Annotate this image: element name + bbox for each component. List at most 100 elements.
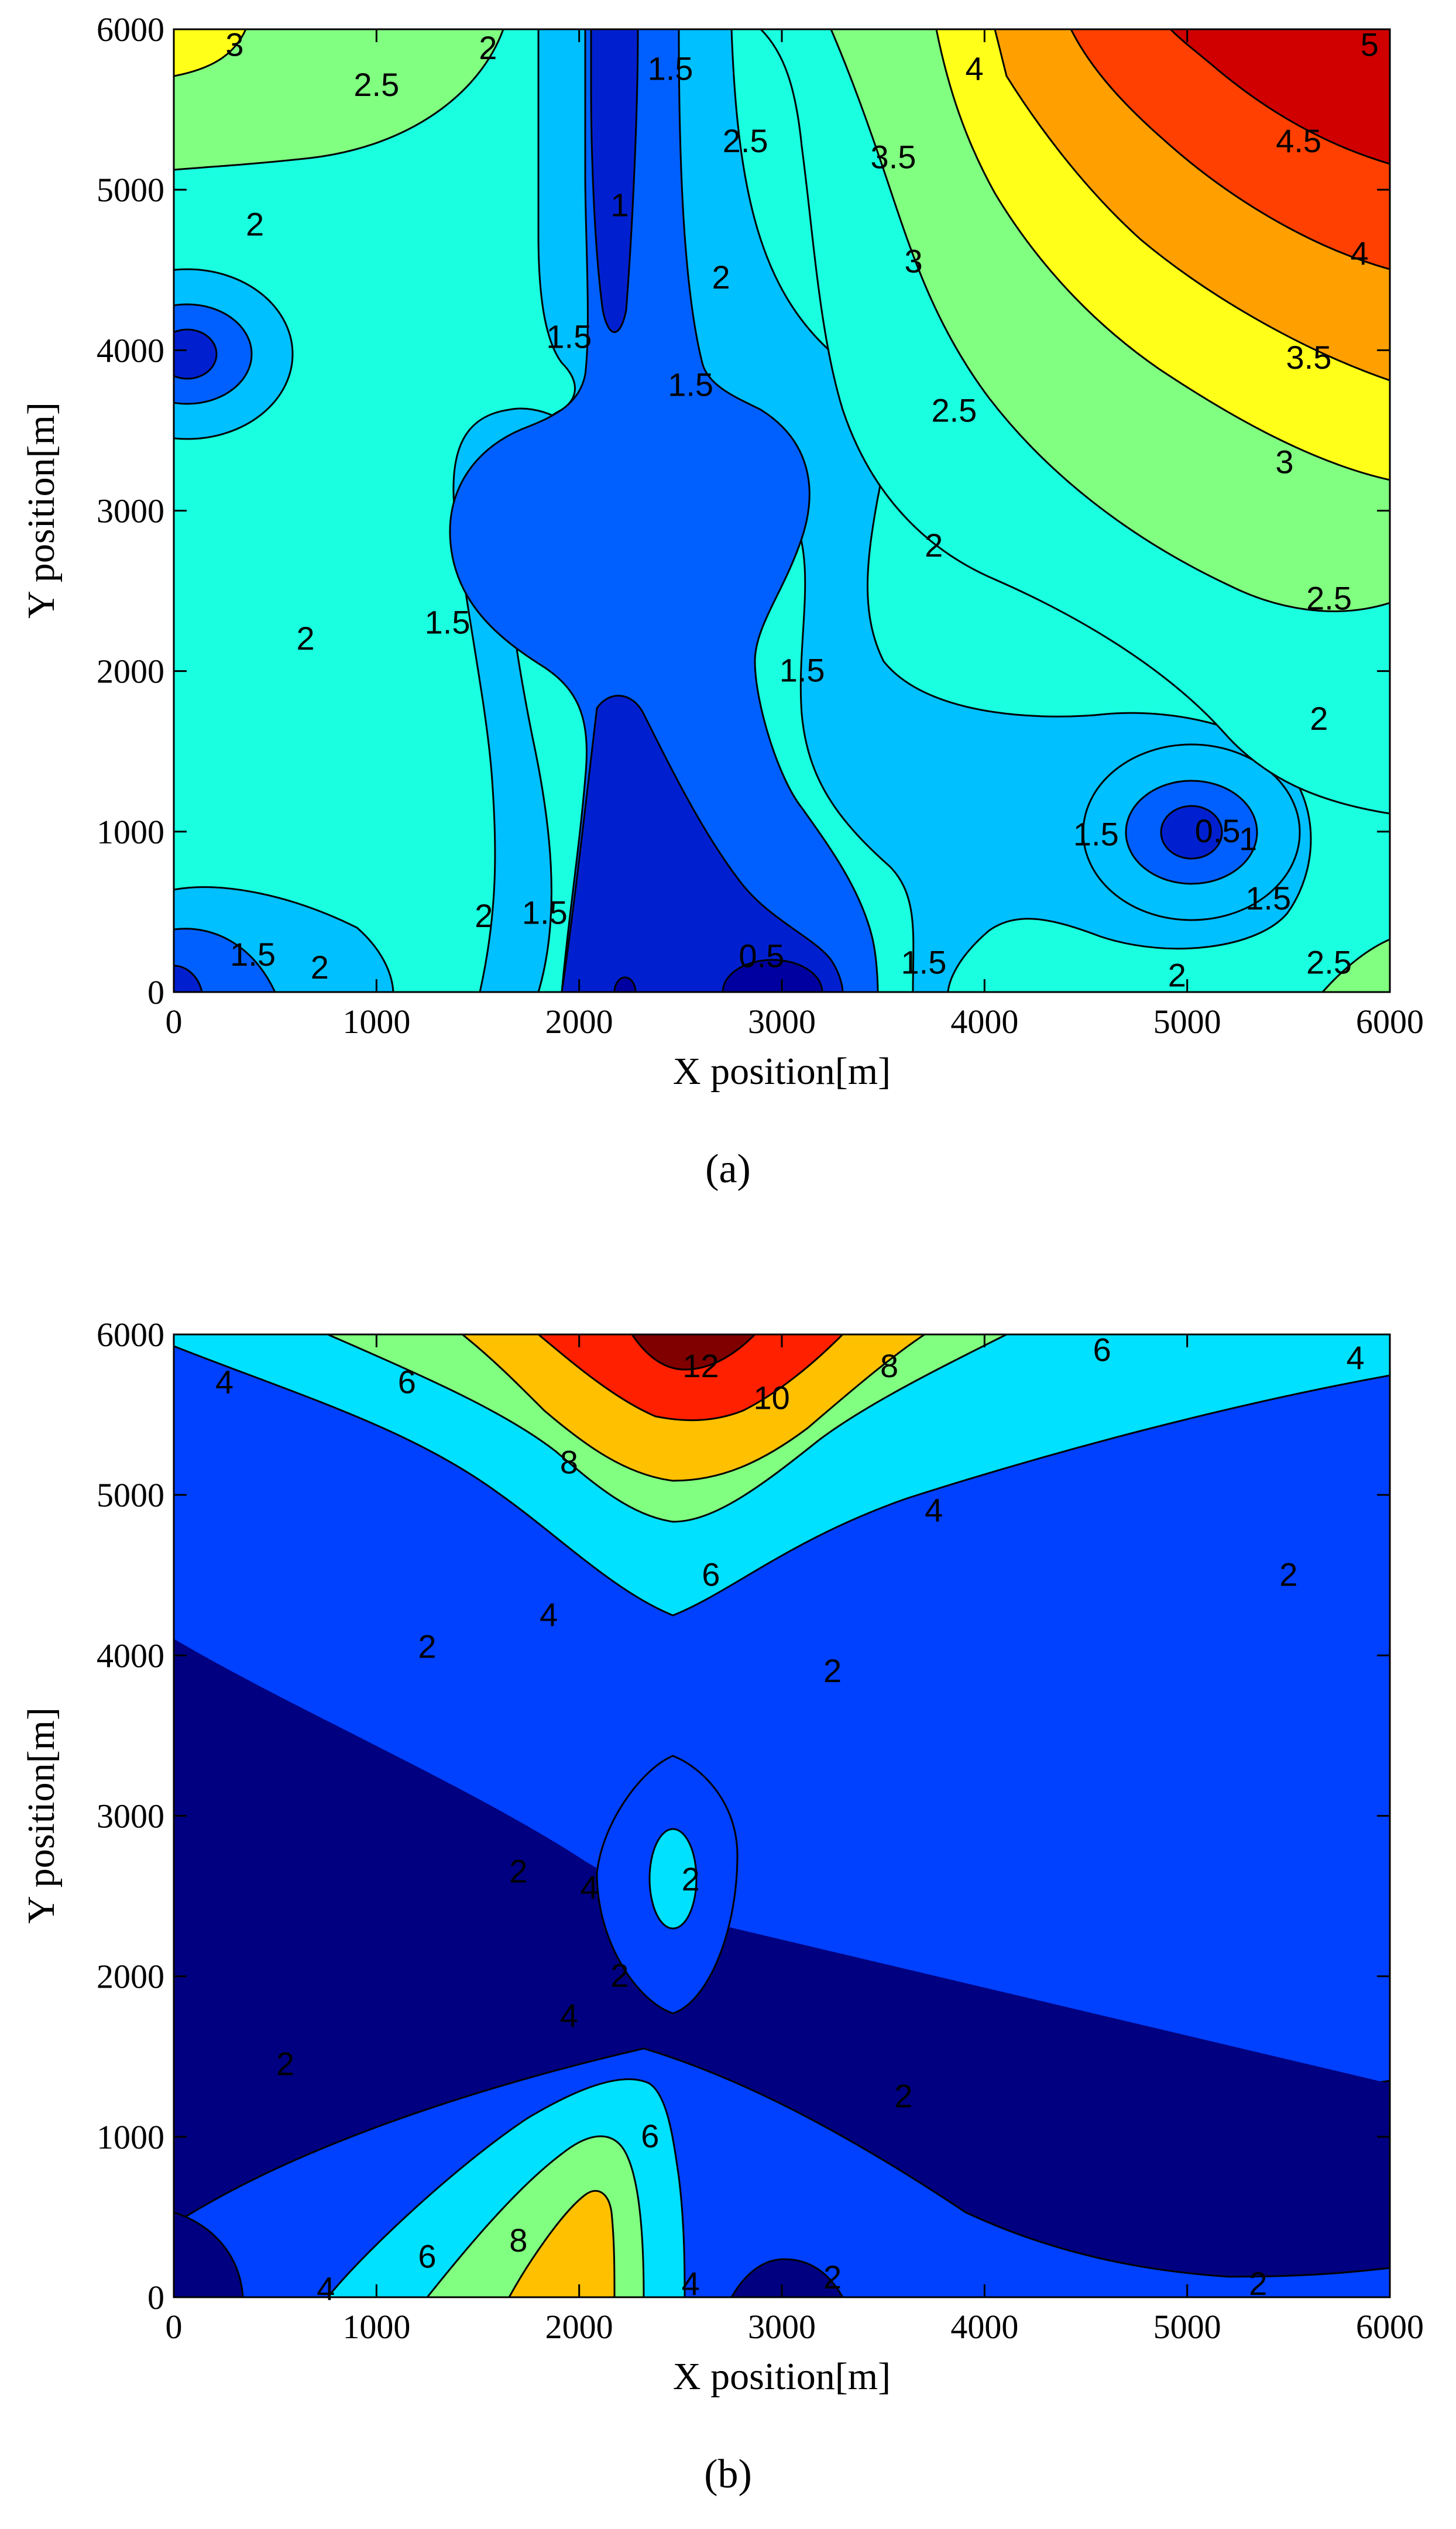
- x-tick-label: 4000: [950, 2308, 1018, 2346]
- contour-level-label: 1.5: [779, 652, 825, 689]
- contour-level-label: 2: [246, 205, 264, 242]
- contour-level-label: 5: [1361, 26, 1379, 63]
- y-tick-label: 5000: [97, 171, 164, 209]
- y-ticks-b: 0 1000 2000 3000 4000 5000 6000: [97, 1316, 1390, 2317]
- contour-level-label: 3: [1275, 443, 1293, 480]
- x-axis-label-b: X position[m]: [673, 2355, 891, 2398]
- y-tick-label: 2000: [97, 1958, 164, 1996]
- contour-level-label: 2: [823, 2259, 842, 2295]
- contour-level-label: 2: [925, 527, 943, 564]
- panel-a: 3 2.5 2 1.5 2.5 4 4.5 5 3.5 1 2 3 2 4 1.5 3.5 1.5 2.5 3 2 2.…: [20, 11, 1424, 1192]
- contour-level-label: 2: [1279, 1556, 1297, 1593]
- y-ticks-a: 0 1000 2000 3000 4000 5000 6000: [97, 11, 1390, 1011]
- contour-level-label: 6: [1093, 1331, 1111, 1368]
- contour-level-label: 2.5: [1306, 579, 1352, 616]
- contour-level-label: 2.5: [931, 392, 977, 429]
- contour-fill-b: [174, 1334, 1390, 2297]
- x-tick-label: 1000: [342, 1003, 410, 1041]
- contour-labels-a: 3 2.5 2 1.5 2.5 4 4.5 5 3.5 1 2 3 2 4 1.5 3.5 1.5 2.5 3 2 2.…: [225, 26, 1379, 993]
- contour-level-label: 1.5: [522, 894, 568, 931]
- x-tick-label: 5000: [1153, 1003, 1221, 1041]
- y-tick-label: 5000: [97, 1476, 164, 1514]
- contour-level-label: 8: [560, 1443, 578, 1480]
- contour-level-label: 2: [1249, 2265, 1267, 2302]
- contour-level-label: 1.5: [546, 318, 592, 355]
- contour-level-label: 2: [297, 620, 315, 657]
- x-tick-label: 3000: [748, 2308, 816, 2346]
- y-tick-label: 4000: [97, 1636, 164, 1674]
- contour-level-label: 2: [712, 259, 730, 296]
- contour-level-label: 0.5: [739, 938, 784, 974]
- x-tick-label: 5000: [1153, 2308, 1221, 2346]
- contour-level-label: 2.5: [723, 122, 768, 159]
- contour-level-label: 4: [682, 2265, 700, 2302]
- y-tick-label: 4000: [97, 331, 164, 369]
- contour-level-label: 3: [225, 26, 243, 63]
- contour-level-label: 4: [965, 50, 983, 87]
- x-tick-label: 2000: [545, 1003, 613, 1041]
- y-axis-label-b: Y position[m]: [20, 1707, 63, 1924]
- contour-level-label: 1.5: [425, 603, 471, 640]
- y-tick-label: 3000: [97, 1797, 164, 1835]
- contour-level-label: 2.5: [1306, 944, 1352, 981]
- contour-level-label: 2: [418, 1628, 436, 1665]
- caption-a: (a): [705, 1147, 751, 1192]
- contour-level-label: 2: [823, 1652, 842, 1689]
- contour-level-label: 2: [894, 2077, 912, 2114]
- contour-level-label: 2: [1310, 700, 1328, 737]
- contour-level-label: 6: [641, 2118, 659, 2154]
- contour-level-label: 4: [317, 2270, 335, 2307]
- contour-level-label: 4: [1347, 1339, 1365, 1376]
- contour-level-label: 3: [905, 243, 923, 280]
- contour-level-label: 1.5: [901, 944, 947, 981]
- contour-level-label: 2: [1168, 957, 1186, 994]
- contour-level-label: 2: [682, 1861, 700, 1897]
- contour-level-label: 6: [418, 2238, 436, 2274]
- caption-b: (b): [704, 2452, 752, 2497]
- x-axis-label-a: X position[m]: [673, 1050, 891, 1093]
- y-tick-label: 0: [147, 973, 164, 1011]
- contour-level-label: 2: [509, 1852, 527, 1889]
- contour-level-label: 6: [398, 1363, 416, 1400]
- contour-level-label: 1.5: [230, 936, 276, 973]
- contour-level-label: 4: [925, 1492, 943, 1529]
- x-tick-label: 2000: [545, 2308, 613, 2346]
- contour-level-label: 8: [509, 2222, 527, 2259]
- contour-level-label: 2: [311, 949, 329, 986]
- contour-level-label: 4: [1350, 235, 1368, 272]
- x-tick-label: 0: [166, 2308, 183, 2346]
- contour-level-label: 6: [702, 1556, 720, 1593]
- contour-level-label: 8: [880, 1347, 898, 1384]
- contour-level-label: 4.5: [1276, 122, 1321, 159]
- contour-level-label: 1.5: [668, 366, 713, 403]
- y-tick-label: 6000: [97, 11, 164, 49]
- x-tick-label: 3000: [748, 1003, 816, 1041]
- y-tick-label: 2000: [97, 653, 164, 691]
- x-tick-label: 6000: [1356, 2308, 1424, 2346]
- y-tick-label: 1000: [97, 813, 164, 851]
- contour-level-label: 2: [475, 897, 493, 934]
- contour-level-label: 1.5: [1073, 815, 1119, 852]
- x-tick-label: 4000: [950, 1003, 1018, 1041]
- contour-level-label: 4: [540, 1596, 558, 1633]
- contour-level-label: 2: [610, 1957, 629, 1994]
- contour-level-label: 2: [276, 2045, 294, 2082]
- x-ticks-b: 0 1000 2000 3000 4000 5000 6000: [166, 1334, 1424, 2346]
- contour-level-label: 10: [754, 1380, 790, 1416]
- contour-level-label: 4: [215, 1363, 233, 1400]
- contour-level-label: 2.5: [353, 66, 399, 103]
- contour-level-label: 1.5: [1245, 880, 1291, 917]
- x-tick-label: 1000: [342, 2308, 410, 2346]
- contour-fill-a: [174, 29, 1390, 992]
- y-axis-label-a: Y position[m]: [20, 402, 63, 619]
- contour-level-label: 12: [682, 1347, 719, 1384]
- y-tick-label: 6000: [97, 1316, 164, 1354]
- contour-level-label: 1: [1239, 821, 1257, 857]
- contour-level-label: 4: [560, 1997, 578, 2034]
- contour-level-label: 3.5: [871, 138, 916, 175]
- contour-level-label: 0.5: [1195, 812, 1241, 849]
- y-tick-label: 1000: [97, 2118, 164, 2156]
